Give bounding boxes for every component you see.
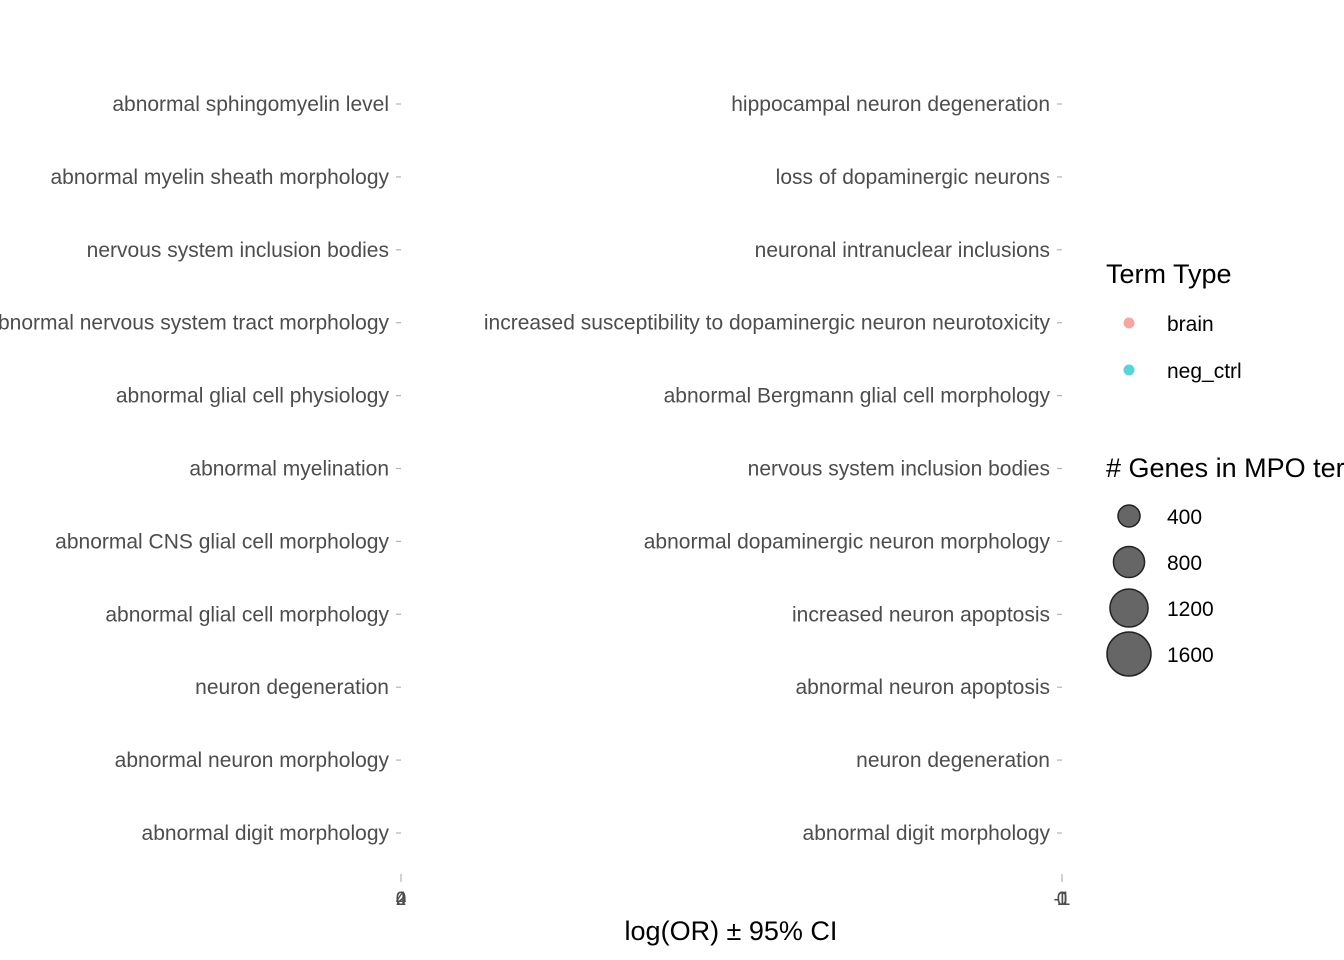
legend-label: 1200 — [1167, 598, 1214, 621]
y-tick-label: abnormal CNS glial cell morphology — [55, 530, 389, 553]
chart-panels: abnormal sphingomyelin level abnormal mye… — [0, 93, 1070, 910]
y-tick-label: neuron degeneration — [856, 749, 1050, 772]
y-tick-label: abnormal digit morphology — [142, 822, 390, 845]
x-axis-title: log(OR) ± 95% CI — [625, 916, 838, 946]
x-tick-label: 1 — [1057, 889, 1068, 910]
legend-size-1200: 1200 — [1109, 588, 1214, 628]
legend: Term Type brain neg_ctrl # Genes in MPO t… — [1106, 259, 1344, 677]
y-tick-label: increased neuron apoptosis — [792, 603, 1050, 626]
y-tick-label: neuronal intranuclear inclusions — [755, 239, 1050, 262]
y-tick-label: abnormal sphingomyelin level — [112, 93, 389, 116]
legend-label: 1600 — [1167, 644, 1214, 667]
panel-right: hippocampal neuron degeneration loss of d… — [484, 93, 1071, 910]
legend-swatch — [1123, 317, 1135, 329]
y-tick-label: abnormal myelin sheath morphology — [50, 166, 389, 189]
legend-size-title: # Genes in MPO term — [1106, 453, 1344, 483]
x-tick-label: -1 — [1054, 889, 1071, 910]
legend-item-neg_ctrl: neg_ctrl — [1123, 360, 1242, 383]
y-tick-label: nervous system inclusion bodies — [748, 458, 1050, 481]
legend-size-swatch — [1112, 545, 1146, 579]
y-tick-label: neuron degeneration — [195, 676, 389, 699]
legend-label: 400 — [1167, 506, 1202, 529]
legend-swatch — [1123, 364, 1135, 376]
y-tick-label: abnormal neuron morphology — [115, 749, 390, 772]
y-tick-label: loss of dopaminergic neurons — [776, 166, 1050, 189]
y-tick-label: hippocampal neuron degeneration — [731, 93, 1050, 116]
legend-size-400: 400 — [1117, 504, 1202, 529]
legend-label: 800 — [1167, 552, 1202, 575]
legend-size-1600: 1600 — [1106, 631, 1214, 677]
legend-size-swatch — [1109, 588, 1149, 628]
y-tick-label: nervous system inclusion bodies — [87, 239, 389, 262]
legend-color-items: brain neg_ctrl — [1123, 313, 1242, 383]
y-tick-label: abnormal digit morphology — [803, 822, 1051, 845]
x-tick-label: 2 — [396, 889, 407, 910]
legend-size-swatch — [1117, 504, 1141, 528]
legend-item-brain: brain — [1123, 313, 1214, 336]
y-tick-label: abnormal glial cell morphology — [105, 603, 389, 626]
y-tick-label: abnormal glial cell physiology — [116, 385, 390, 408]
panel-left: abnormal sphingomyelin level abnormal mye… — [0, 93, 407, 910]
legend-color-title: Term Type — [1106, 259, 1232, 289]
y-tick-label: abnormal dopaminergic neuron morphology — [644, 530, 1051, 553]
y-tick-label: abnormal neuron apoptosis — [795, 676, 1050, 699]
x-tick-label: 4 — [396, 889, 407, 910]
y-tick-label: abnormal myelination — [189, 458, 389, 481]
legend-size-800: 800 — [1112, 545, 1202, 579]
legend-size-swatch — [1106, 631, 1152, 677]
legend-label: neg_ctrl — [1167, 360, 1242, 383]
x-tick-label: 0 — [1057, 889, 1068, 910]
legend-label: brain — [1167, 313, 1214, 336]
y-tick-label: abnormal nervous system tract morphology — [0, 312, 389, 335]
y-tick-label: increased susceptibility to dopaminergic… — [484, 312, 1051, 335]
y-tick-label: abnormal Bergmann glial cell morphology — [664, 385, 1051, 408]
x-tick-label: 0 — [396, 889, 407, 910]
legend-size-items: 400 800 1200 1600 — [1106, 504, 1214, 677]
